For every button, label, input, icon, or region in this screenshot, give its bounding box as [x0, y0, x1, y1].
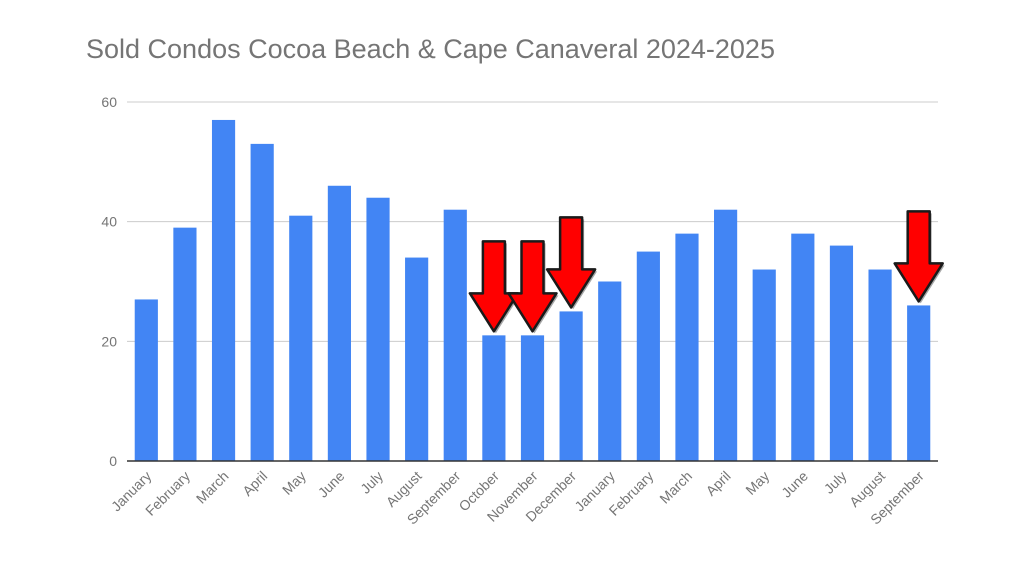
y-tick-label: 20 [101, 333, 117, 349]
bar [675, 233, 699, 461]
bar [829, 245, 854, 461]
x-tick-label: March [656, 468, 695, 507]
x-tick-label: May [742, 468, 772, 498]
x-tick-label: June [778, 468, 811, 501]
y-tick-label: 40 [101, 214, 117, 230]
arrow-annotation [468, 240, 520, 333]
arrow-annotation [507, 240, 558, 333]
chart-title: Sold Condos Cocoa Beach & Cape Canaveral… [86, 34, 775, 64]
y-tick-label: 60 [101, 94, 117, 110]
bar [134, 299, 158, 461]
bar [636, 251, 660, 461]
bar [327, 185, 351, 461]
bar [559, 311, 583, 461]
bar [482, 335, 506, 461]
bar [868, 269, 892, 461]
x-tick-label: May [279, 468, 309, 498]
bar [443, 209, 467, 461]
bar [714, 209, 738, 461]
bar [250, 143, 274, 461]
arrow-annotation [545, 216, 597, 309]
arrow-annotation [893, 210, 944, 303]
bar [173, 227, 197, 461]
bar [366, 197, 390, 461]
x-tick-label: April [239, 468, 270, 499]
bar [752, 269, 776, 461]
bar [598, 281, 622, 461]
bar [289, 215, 313, 461]
bar [791, 233, 815, 461]
bar [520, 335, 545, 461]
x-tick-label: July [821, 468, 850, 497]
x-tick-label: June [315, 468, 348, 501]
bar [907, 305, 931, 461]
x-tick-label: April [703, 468, 734, 499]
y-tick-label: 0 [109, 453, 117, 469]
bar [405, 257, 429, 461]
x-tick-label: March [193, 468, 232, 507]
bar [211, 119, 236, 461]
x-tick-label: July [357, 468, 386, 497]
